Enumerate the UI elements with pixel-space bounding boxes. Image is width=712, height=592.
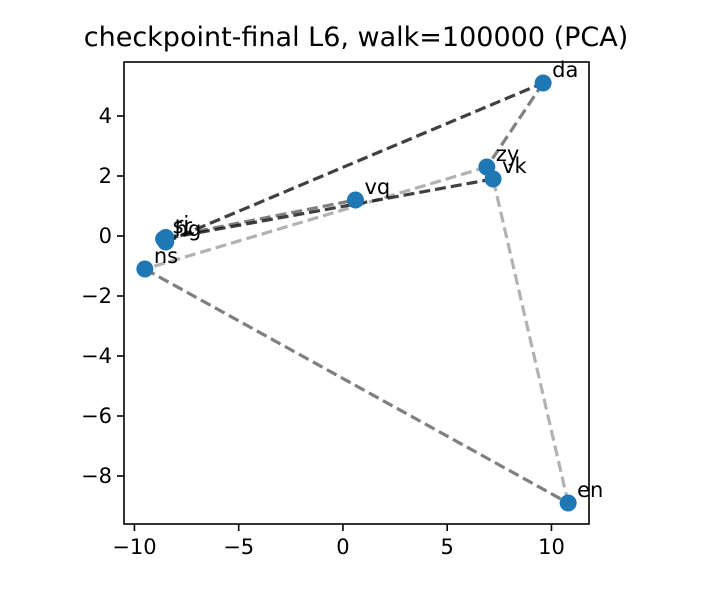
data-point-vq: [346, 191, 364, 209]
y-tick-label: −4: [81, 344, 112, 368]
y-tick-label: −2: [81, 284, 112, 308]
path-segments: [144, 81, 570, 505]
y-tick-label: 2: [99, 164, 112, 188]
axes-frame: [123, 61, 590, 525]
path-segment-ns-en: [144, 267, 569, 505]
point-label-zy: zy: [496, 142, 519, 166]
path-segment-da-zy: [485, 82, 545, 168]
point-label-ri: ri: [175, 213, 189, 237]
data-point-en: [559, 494, 577, 512]
path-segment-hg-da: [165, 81, 544, 244]
x-tick-label: −5: [223, 535, 254, 559]
point-label-en: en: [577, 478, 603, 502]
data-point-hg: [157, 233, 175, 251]
chart-title: checkpoint-final L6, walk=100000 (PCA): [84, 22, 629, 53]
data-point-vk: [484, 170, 502, 188]
point-label-hg: hg: [175, 217, 202, 241]
x-tick-label: 5: [441, 535, 454, 559]
x-axis-ticks: −10 −5 0 5 10: [112, 524, 565, 559]
y-tick-label: 4: [99, 104, 112, 128]
point-label-vk: vk: [502, 154, 527, 178]
data-points: [136, 74, 577, 512]
point-label-vq: vq: [364, 175, 390, 199]
y-tick-label: −6: [81, 404, 112, 428]
x-tick-label: 10: [538, 535, 565, 559]
path-segment-ri-vq: [165, 198, 356, 240]
path-segment-vk-sr: [163, 177, 494, 241]
y-axis-ticks: 4 2 0 −2 −4 −6 −8: [81, 104, 124, 488]
path-segment-en-vk: [491, 178, 570, 504]
data-point-da: [534, 74, 552, 92]
y-tick-label: 0: [99, 224, 112, 248]
x-tick-label: 0: [336, 535, 349, 559]
data-point-ns: [136, 260, 154, 278]
point-label-ns: ns: [154, 244, 178, 268]
point-label-sr: sr: [173, 214, 193, 238]
x-tick-label: −10: [112, 535, 156, 559]
path-segment-zy-ns: [144, 165, 488, 271]
y-tick-label: −8: [81, 464, 112, 488]
